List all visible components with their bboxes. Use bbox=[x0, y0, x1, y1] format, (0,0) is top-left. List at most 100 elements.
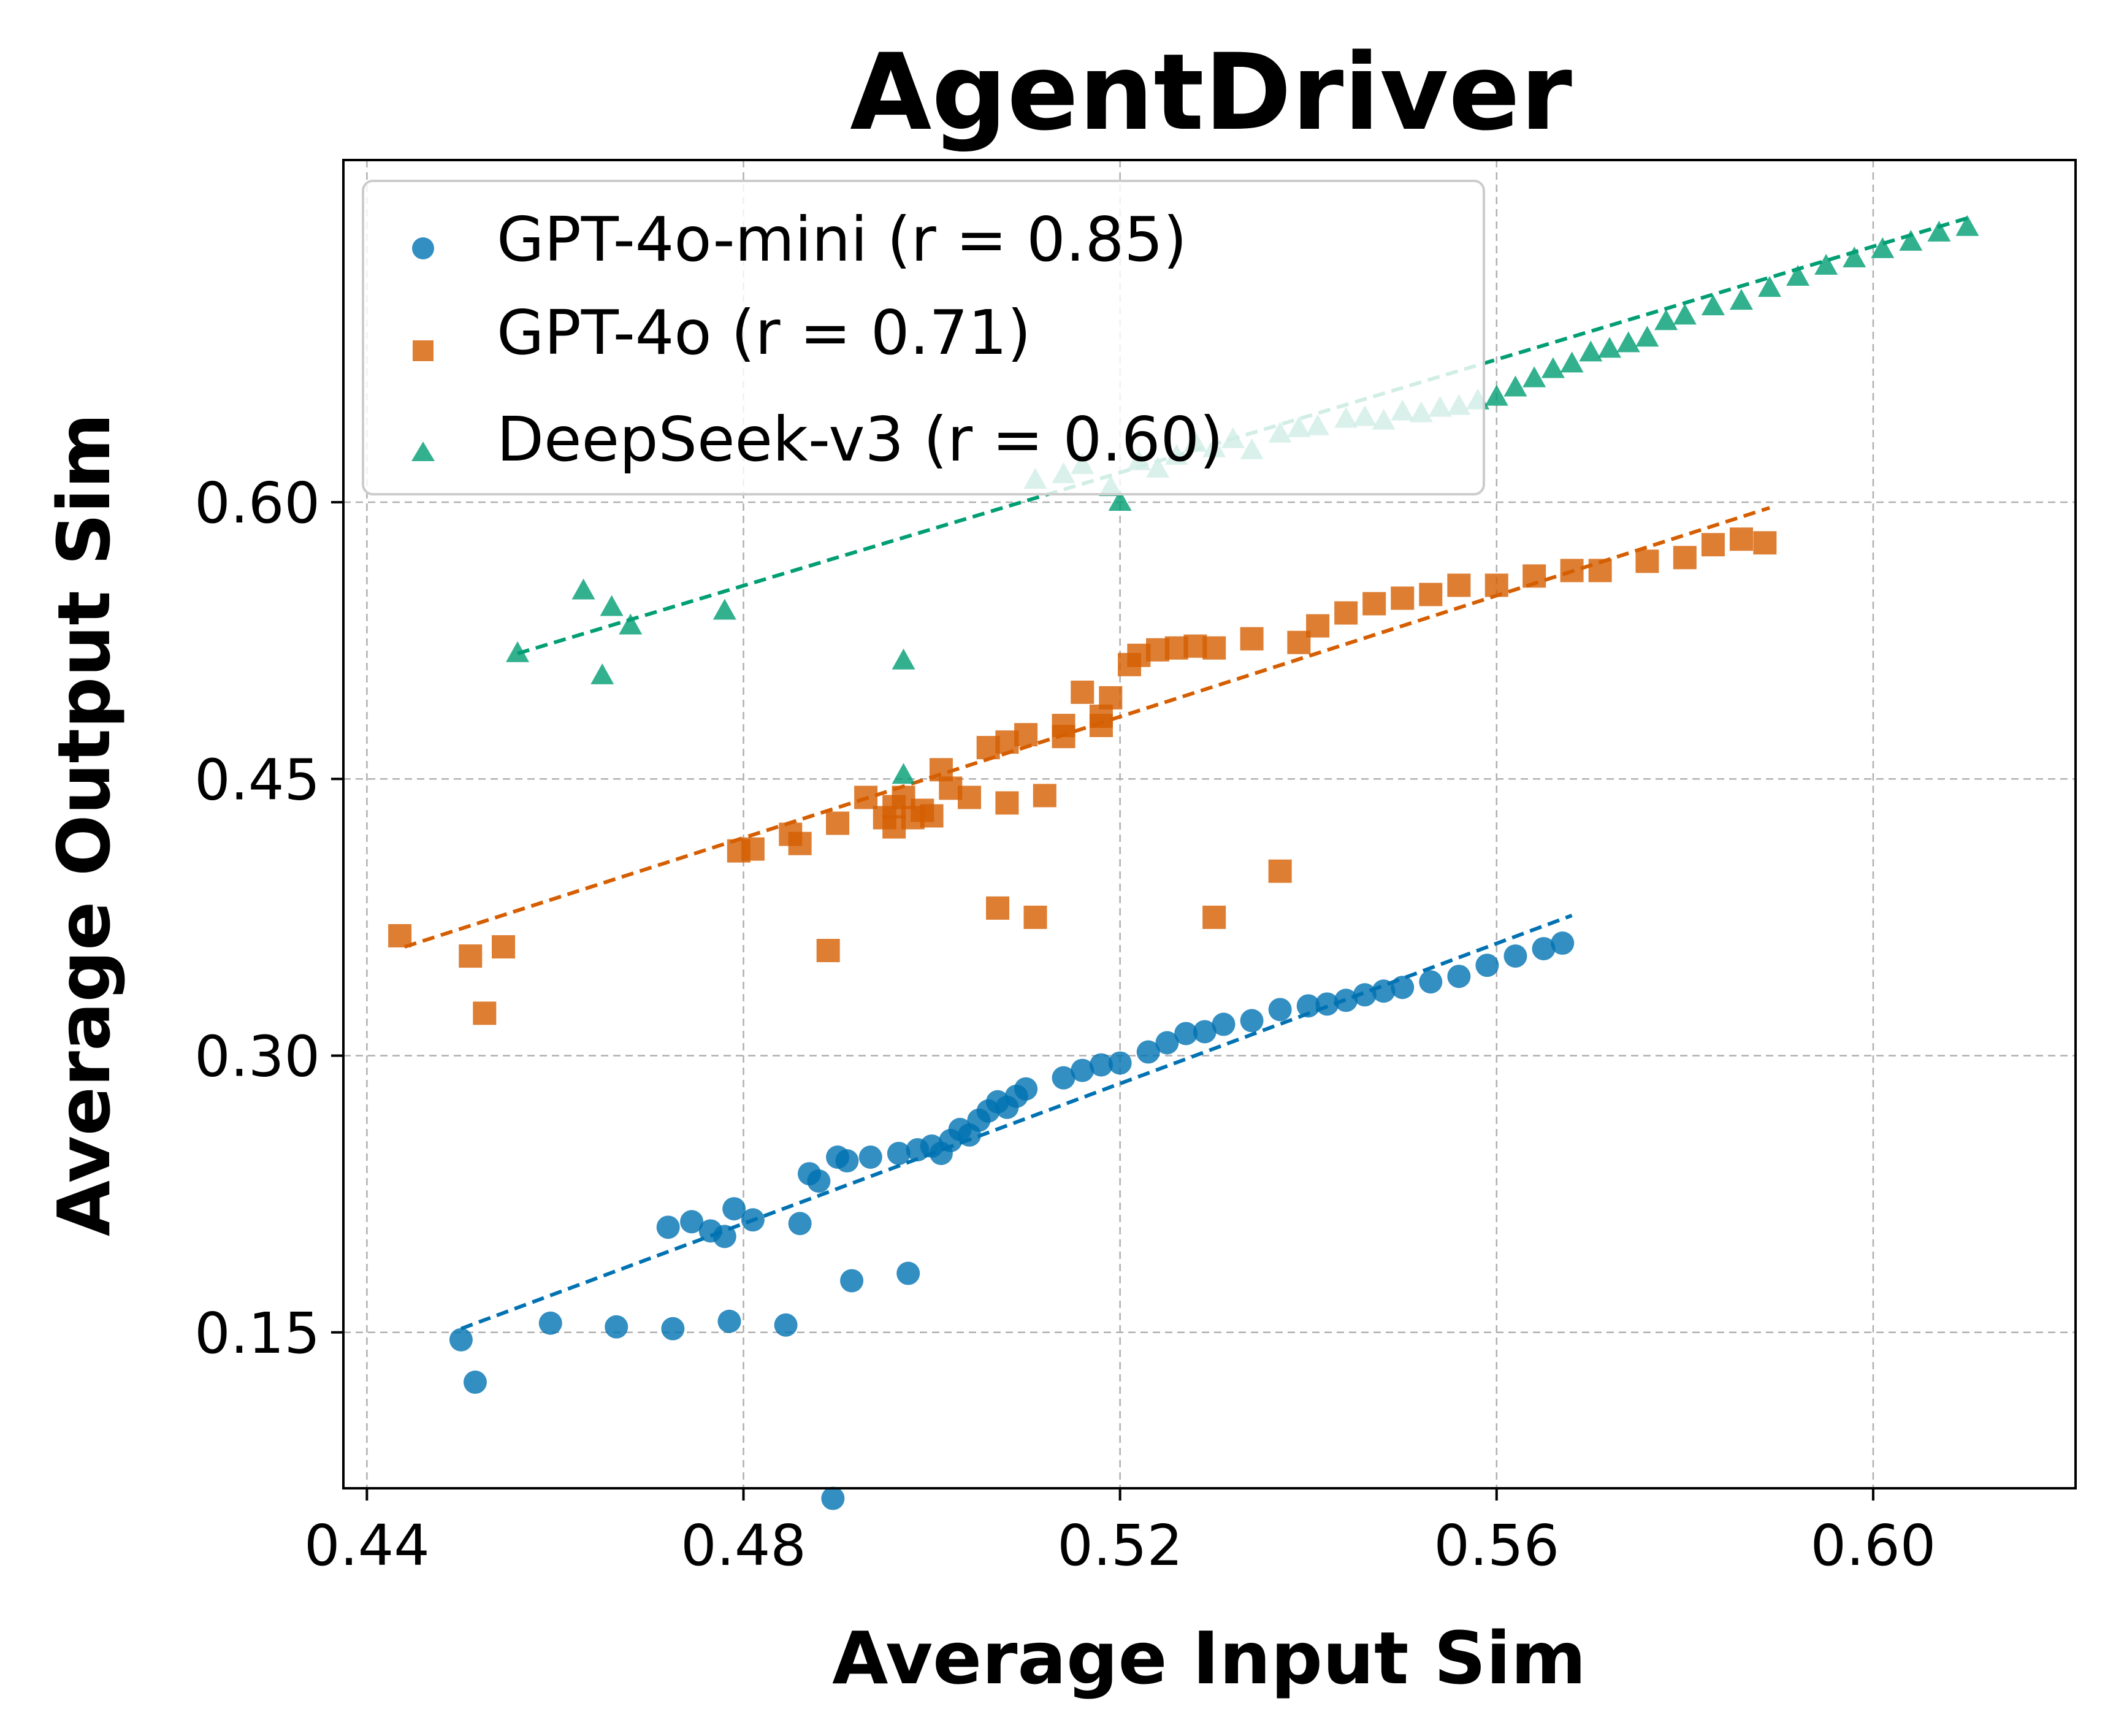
data-point-gpt-4o bbox=[1014, 723, 1038, 747]
data-point-gpt-4o bbox=[1202, 905, 1226, 929]
data-point-gpt-4o bbox=[492, 935, 516, 959]
data-point-gpt-4o-mini bbox=[1071, 1058, 1095, 1082]
data-point-deepseek-v3 bbox=[590, 663, 614, 684]
data-point-gpt-4o-mini bbox=[774, 1313, 798, 1337]
data-point-deepseek-v3 bbox=[571, 578, 595, 600]
data-point-deepseek-v3 bbox=[1579, 340, 1603, 362]
data-point-gpt-4o-mini bbox=[680, 1210, 704, 1234]
data-point-gpt-4o bbox=[1240, 627, 1264, 651]
data-point-gpt-4o-mini bbox=[1268, 998, 1292, 1022]
data-point-gpt-4o-mini bbox=[449, 1328, 473, 1352]
data-point-gpt-4o-mini bbox=[1089, 1053, 1113, 1077]
legend-marker-square bbox=[413, 340, 434, 361]
data-point-deepseek-v3 bbox=[619, 613, 643, 635]
data-point-gpt-4o-mini bbox=[712, 1225, 736, 1248]
data-point-gpt-4o bbox=[1419, 583, 1443, 606]
data-point-gpt-4o-mini bbox=[661, 1317, 685, 1340]
data-point-deepseek-v3 bbox=[1560, 351, 1584, 373]
trend-line-gpt-4o bbox=[403, 506, 1770, 949]
data-point-gpt-4o-mini bbox=[1419, 970, 1443, 994]
data-point-gpt-4o-mini bbox=[1212, 1012, 1236, 1036]
data-point-gpt-4o bbox=[1753, 531, 1777, 555]
trend-line-gpt-4o-mini bbox=[460, 914, 1573, 1331]
chart-title: AgentDriver bbox=[850, 31, 1572, 154]
plot-frame bbox=[342, 159, 2077, 1489]
data-point-gpt-4o bbox=[1089, 705, 1113, 728]
data-point-deepseek-v3 bbox=[1814, 253, 1838, 275]
data-point-gpt-4o-mini bbox=[1551, 931, 1575, 955]
data-point-gpt-4o bbox=[473, 1001, 497, 1025]
data-point-gpt-4o-mini bbox=[788, 1212, 812, 1236]
data-point-gpt-4o bbox=[1560, 559, 1584, 583]
data-point-gpt-4o bbox=[1071, 680, 1095, 704]
data-point-gpt-4o-mini bbox=[887, 1141, 911, 1165]
data-point-deepseek-v3 bbox=[1503, 375, 1527, 397]
data-point-deepseek-v3 bbox=[1927, 220, 1951, 242]
data-point-gpt-4o bbox=[1202, 636, 1226, 660]
data-point-gpt-4o bbox=[957, 786, 981, 809]
trend-lines bbox=[403, 216, 1968, 1331]
data-point-gpt-4o-mini bbox=[1108, 1051, 1132, 1075]
data-point-gpt-4o-mini bbox=[656, 1215, 680, 1239]
data-point-deepseek-v3 bbox=[1899, 229, 1923, 251]
data-point-gpt-4o bbox=[995, 791, 1019, 815]
y-tick-label: 0.60 bbox=[194, 470, 320, 536]
data-point-gpt-4o bbox=[788, 832, 812, 855]
data-point-gpt-4o-mini bbox=[1315, 992, 1339, 1016]
data-point-deepseek-v3 bbox=[1758, 276, 1782, 297]
data-point-gpt-4o bbox=[1023, 905, 1047, 929]
data-point-gpt-4o-mini bbox=[1503, 944, 1527, 968]
legend-item-deepseek-v3: DeepSeek-v3 (r = 0.60) bbox=[411, 403, 1223, 475]
data-point-gpt-4o bbox=[1268, 859, 1292, 883]
data-point-deepseek-v3 bbox=[1654, 309, 1678, 331]
legend-marker-circle bbox=[412, 237, 434, 259]
data-point-gpt-4o-mini bbox=[1447, 965, 1471, 988]
data-point-gpt-4o bbox=[741, 837, 765, 861]
data-point-gpt-4o bbox=[1635, 549, 1659, 573]
data-point-deepseek-v3 bbox=[1701, 294, 1725, 316]
legend-box bbox=[362, 180, 1485, 495]
data-points bbox=[388, 215, 1979, 1510]
data-point-deepseek-v3 bbox=[506, 641, 530, 662]
x-tick-label: 0.44 bbox=[304, 1513, 430, 1578]
data-point-gpt-4o bbox=[854, 786, 878, 809]
data-point-gpt-4o bbox=[986, 896, 1010, 920]
data-point-gpt-4o-mini bbox=[717, 1309, 741, 1333]
data-point-gpt-4o bbox=[1701, 533, 1725, 557]
data-point-deepseek-v3 bbox=[1598, 337, 1622, 358]
data-point-deepseek-v3 bbox=[712, 598, 736, 620]
data-point-gpt-4o bbox=[1334, 601, 1358, 625]
y-tick-label: 0.45 bbox=[194, 747, 320, 813]
data-point-gpt-4o-mini bbox=[1136, 1040, 1160, 1064]
y-axis-label: Average Output Sim bbox=[42, 413, 126, 1237]
y-tick-label: 0.30 bbox=[194, 1024, 320, 1090]
data-point-gpt-4o bbox=[1522, 564, 1546, 588]
legend-label-gpt-4o: GPT-4o (r = 0.71) bbox=[497, 297, 1031, 369]
data-point-gpt-4o bbox=[816, 939, 840, 963]
data-point-gpt-4o-mini bbox=[1052, 1066, 1075, 1090]
data-point-gpt-4o bbox=[1391, 586, 1415, 610]
x-tick-label: 0.56 bbox=[1434, 1513, 1559, 1578]
data-point-gpt-4o bbox=[1052, 714, 1075, 738]
data-point-deepseek-v3 bbox=[1108, 490, 1132, 511]
legend-item-gpt-4o: GPT-4o (r = 0.71) bbox=[413, 297, 1031, 369]
data-point-gpt-4o-mini bbox=[722, 1197, 746, 1221]
data-point-gpt-4o bbox=[1447, 573, 1471, 597]
data-point-deepseek-v3 bbox=[1729, 289, 1753, 310]
data-point-gpt-4o bbox=[1484, 573, 1508, 597]
data-point-gpt-4o-mini bbox=[1372, 979, 1396, 1003]
data-point-gpt-4o-mini bbox=[1353, 983, 1377, 1007]
data-point-gpt-4o bbox=[1033, 784, 1056, 808]
data-point-gpt-4o bbox=[920, 804, 944, 828]
data-point-gpt-4o-mini bbox=[807, 1169, 831, 1193]
data-point-gpt-4o-mini bbox=[463, 1371, 487, 1394]
legend-label-deepseek-v3: DeepSeek-v3 (r = 0.60) bbox=[497, 403, 1223, 475]
data-point-gpt-4o bbox=[1588, 559, 1612, 583]
data-point-gpt-4o-mini bbox=[821, 1486, 845, 1510]
x-tick-label: 0.48 bbox=[681, 1513, 806, 1578]
data-point-gpt-4o-mini bbox=[896, 1261, 920, 1285]
data-point-deepseek-v3 bbox=[600, 595, 624, 616]
data-point-deepseek-v3 bbox=[1616, 331, 1640, 353]
legend-label-gpt-4o-mini: GPT-4o-mini (r = 0.85) bbox=[497, 204, 1187, 275]
